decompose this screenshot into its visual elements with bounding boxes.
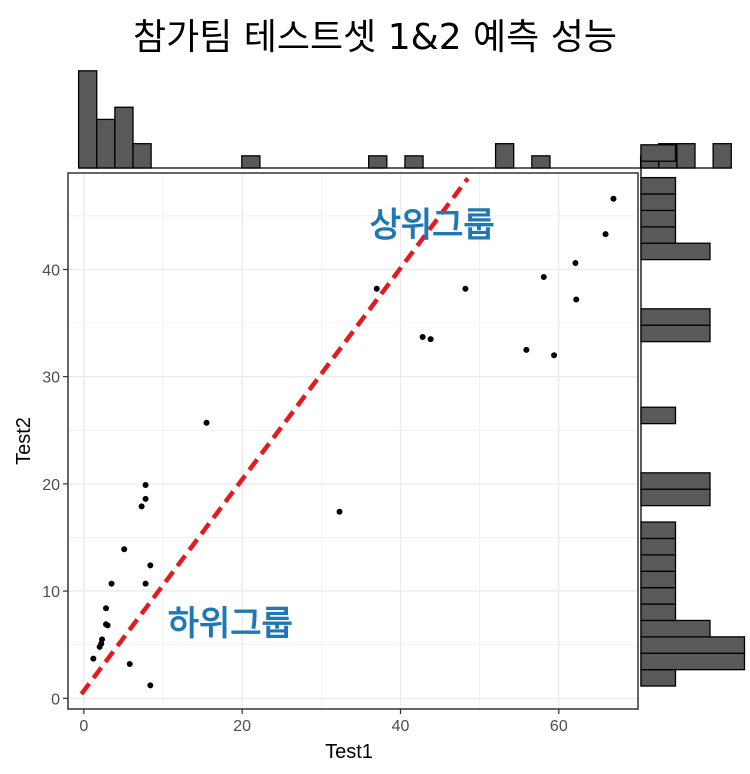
- y-hist-bar: [640, 636, 746, 654]
- x-hist-bar: [96, 118, 116, 169]
- grid-lines: [68, 173, 638, 709]
- y-hist-bar: [640, 406, 677, 425]
- y-hist-bar: [640, 619, 711, 638]
- y-tick-label: 30: [42, 370, 60, 387]
- y-hist-bar: [640, 554, 677, 572]
- reference-line: [79, 177, 470, 696]
- y-hist-bar: [640, 603, 677, 622]
- data-point: [147, 682, 154, 689]
- x-hist-bar: [77, 70, 98, 169]
- x-hist-bar: [132, 143, 152, 169]
- y-hist-bar: [640, 586, 677, 605]
- axis-ticks: 0 20 40 60 0 10 20 30 40: [42, 262, 568, 735]
- y-tick-label: 20: [42, 477, 60, 494]
- y-hist-bar: [640, 176, 677, 195]
- scatter-points: [90, 195, 617, 689]
- y-axis-title: Test2: [13, 417, 35, 465]
- y-hist-bar: [640, 193, 677, 212]
- data-point: [551, 352, 558, 359]
- y-hist-bar: [640, 488, 711, 507]
- data-point: [121, 546, 128, 553]
- data-point: [540, 273, 547, 280]
- y-hist-bar: [640, 308, 711, 326]
- data-point: [373, 285, 380, 292]
- data-point: [427, 336, 434, 343]
- x-hist-bar: [114, 106, 134, 169]
- x-hist-bar: [404, 155, 424, 169]
- data-point: [572, 260, 579, 267]
- x-hist-bar: [712, 143, 732, 169]
- y-hist-bar: [640, 324, 711, 343]
- data-point: [610, 195, 617, 202]
- data-point: [98, 640, 105, 647]
- data-point: [90, 655, 97, 662]
- x-tick-label: 20: [233, 718, 251, 735]
- x-tick-label: 0: [79, 718, 88, 735]
- y-hist-bar: [640, 570, 677, 589]
- x-hist-bar: [368, 155, 388, 169]
- x-marginal-histogram: [77, 70, 732, 169]
- data-point: [203, 419, 210, 426]
- data-point: [573, 296, 580, 303]
- data-point: [523, 346, 530, 353]
- data-point: [142, 495, 149, 502]
- data-point: [147, 562, 154, 569]
- y-hist-bar: [640, 242, 711, 261]
- data-point: [104, 622, 111, 629]
- data-point: [419, 334, 426, 341]
- chart-title: 참가팀 테스트셋 1&2 예측 성능: [133, 17, 617, 58]
- data-point: [108, 580, 115, 587]
- y-tick-label: 0: [51, 691, 60, 708]
- data-point: [126, 660, 133, 667]
- y-hist-bar: [640, 472, 711, 490]
- x-axis-title: Test1: [325, 741, 373, 763]
- y-hist-bar: [640, 521, 677, 540]
- reference-line-group: [79, 177, 470, 696]
- data-point: [138, 503, 145, 510]
- x-hist-bar: [494, 143, 515, 169]
- x-hist-bar: [531, 155, 551, 169]
- x-hist-bar: [241, 155, 261, 169]
- data-point: [336, 508, 343, 515]
- data-point: [462, 285, 469, 292]
- y-tick-label: 10: [42, 584, 60, 601]
- y-hist-bar: [640, 652, 746, 671]
- data-point: [142, 481, 149, 488]
- y-hist-bar: [640, 144, 677, 162]
- y-hist-bar: [640, 209, 677, 228]
- y-hist-bar: [640, 669, 677, 687]
- data-point: [103, 605, 109, 612]
- x-tick-label: 40: [392, 718, 410, 735]
- data-point: [142, 580, 149, 587]
- y-tick-label: 40: [42, 262, 60, 279]
- x-tick-label: 60: [550, 718, 568, 735]
- plot-panel: [67, 172, 639, 710]
- x-hist-bar: [676, 143, 696, 169]
- y-hist-bar: [640, 537, 677, 556]
- data-point: [602, 231, 609, 238]
- group-label: 상위그룹: [370, 205, 495, 245]
- y-hist-bar: [640, 226, 677, 244]
- group-label: 하위그룹: [168, 604, 293, 644]
- y-marginal-histogram: [640, 144, 746, 687]
